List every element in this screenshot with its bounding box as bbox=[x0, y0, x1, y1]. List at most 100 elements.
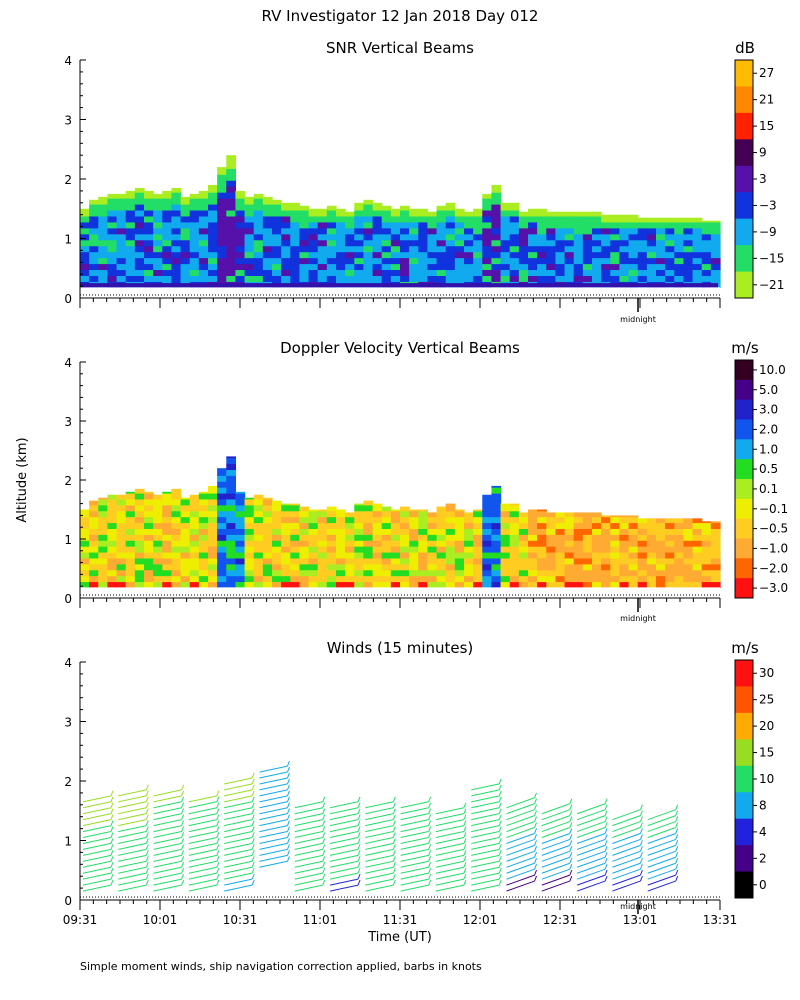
heatmap-cell bbox=[619, 515, 630, 518]
heatmap-cell bbox=[454, 221, 465, 229]
heatmap-cell bbox=[80, 257, 90, 265]
heatmap-cell bbox=[701, 546, 712, 553]
heatmap-cell bbox=[345, 251, 355, 259]
heatmap-cell bbox=[89, 510, 99, 518]
wind-barb bbox=[188, 813, 217, 821]
heatmap-cell bbox=[418, 516, 429, 524]
heatmap-cell bbox=[125, 557, 136, 565]
heatmap-cell bbox=[134, 546, 145, 553]
heatmap-cell bbox=[217, 498, 227, 506]
heatmap-cell bbox=[134, 203, 145, 211]
wind-barb-feather bbox=[181, 826, 185, 832]
heatmap-cell bbox=[308, 551, 319, 559]
heatmap-cell bbox=[674, 581, 685, 588]
heatmap-cell bbox=[171, 257, 182, 265]
heatmap-cell bbox=[226, 456, 237, 459]
wind-barb bbox=[329, 854, 359, 862]
heatmap-cell bbox=[601, 227, 611, 235]
colorbar-swatch bbox=[735, 439, 753, 460]
colorbar-swatch bbox=[735, 871, 753, 899]
heatmap-cell bbox=[189, 251, 200, 259]
heatmap-cell bbox=[198, 192, 209, 199]
heatmap-cell bbox=[125, 239, 136, 247]
heatmap-cell bbox=[171, 528, 182, 535]
heatmap-cell bbox=[555, 211, 566, 217]
heatmap-cell bbox=[153, 215, 163, 223]
wind-barb bbox=[294, 801, 323, 809]
heatmap-cell bbox=[601, 522, 611, 529]
heatmap-cell bbox=[692, 239, 703, 247]
colorbar-swatch bbox=[735, 479, 753, 500]
wind-barb-feather bbox=[322, 826, 326, 832]
wind-barb bbox=[224, 842, 253, 850]
heatmap-cell bbox=[217, 516, 227, 524]
wind-barb-feather bbox=[534, 816, 537, 822]
heatmap-cell bbox=[354, 503, 365, 506]
heatmap-cell bbox=[592, 245, 602, 253]
heatmap-cell bbox=[418, 209, 429, 217]
heatmap-cell bbox=[464, 221, 474, 229]
heatmap-cell bbox=[144, 510, 154, 518]
heatmap-cell bbox=[509, 557, 520, 565]
wind-barb-feather bbox=[251, 850, 255, 856]
heatmap-cell bbox=[491, 516, 502, 524]
heatmap-cell bbox=[674, 257, 685, 265]
heatmap-cell bbox=[125, 215, 136, 223]
heatmap-cell bbox=[217, 563, 227, 571]
heatmap-cell bbox=[564, 257, 575, 265]
wind-barb bbox=[435, 836, 465, 844]
wind-barb bbox=[400, 884, 429, 892]
heatmap-cell bbox=[125, 546, 136, 553]
heatmap-cell bbox=[400, 239, 410, 247]
heatmap-cell bbox=[409, 563, 419, 571]
heatmap-cell bbox=[116, 557, 127, 565]
heatmap-cell bbox=[518, 569, 529, 577]
heatmap-cell bbox=[409, 575, 419, 583]
heatmap-cell bbox=[317, 227, 328, 235]
wind-barb bbox=[259, 836, 288, 844]
heatmap-cell bbox=[290, 245, 301, 253]
wind-barb bbox=[118, 825, 147, 833]
heatmap-cell bbox=[89, 575, 99, 583]
heatmap-cell bbox=[326, 581, 337, 588]
wind-barb-feather bbox=[181, 790, 185, 797]
heatmap-cell bbox=[409, 275, 419, 282]
heatmap-cell bbox=[189, 546, 200, 553]
heatmap-cell bbox=[528, 509, 538, 512]
heatmap-cell bbox=[628, 245, 639, 253]
heatmap-cell bbox=[336, 522, 346, 529]
wind-barb bbox=[82, 813, 112, 821]
heatmap-cell bbox=[272, 534, 282, 541]
heatmap-cell bbox=[235, 227, 246, 235]
heatmap-cell bbox=[272, 269, 282, 276]
heatmap-cell bbox=[619, 569, 630, 577]
heatmap-cell bbox=[226, 481, 237, 488]
heatmap-cell bbox=[354, 534, 365, 541]
heatmap-cell bbox=[710, 546, 721, 553]
heatmap-cell bbox=[555, 263, 566, 271]
wind-barb-feather bbox=[463, 873, 467, 880]
heatmap-cell bbox=[363, 581, 374, 588]
heatmap-cell bbox=[573, 557, 584, 565]
heatmap-cell bbox=[528, 522, 538, 529]
heatmap-cell bbox=[98, 251, 109, 259]
heatmap-cell bbox=[134, 557, 145, 565]
wind-barb bbox=[294, 878, 323, 886]
heatmap-cell bbox=[272, 563, 282, 571]
wind-barb-feather bbox=[181, 862, 185, 868]
heatmap-cell bbox=[308, 221, 319, 229]
heatmap-cell bbox=[208, 257, 218, 265]
heatmap-cell bbox=[317, 251, 328, 259]
heatmap-cell bbox=[308, 269, 319, 276]
heatmap-cell bbox=[473, 208, 483, 211]
heatmap-cell bbox=[308, 245, 319, 253]
heatmap-cell bbox=[381, 233, 392, 241]
heatmap-cell bbox=[619, 263, 630, 271]
heatmap-cell bbox=[381, 557, 392, 565]
heatmap-cell bbox=[253, 563, 264, 571]
heatmap-cell bbox=[436, 581, 447, 588]
heatmap-cell bbox=[354, 522, 365, 529]
wind-barb bbox=[224, 836, 253, 844]
heatmap-cell bbox=[208, 546, 218, 553]
heatmap-cell bbox=[518, 522, 529, 529]
